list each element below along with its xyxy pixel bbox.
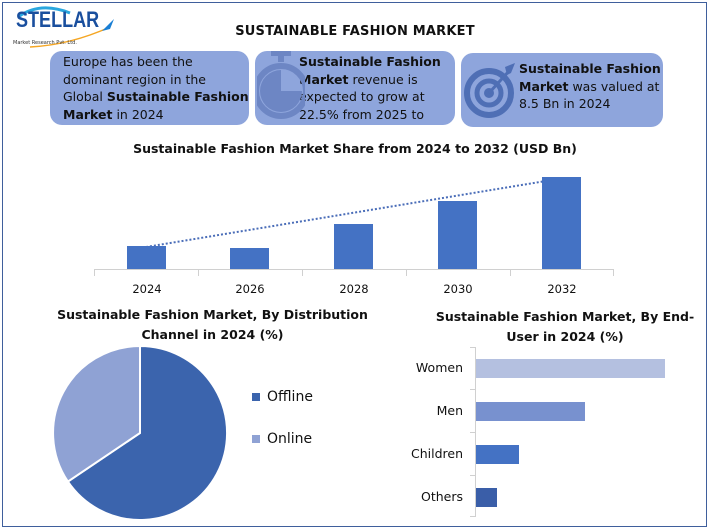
y-label: Others [420,489,463,504]
target-icon [464,63,515,118]
x-label: 2028 [339,282,369,296]
x-label: 2032 [547,282,577,296]
y-tick [470,432,476,433]
bar-2030 [438,201,477,269]
info-box-region: Europe has been the dominant region in t… [50,51,249,125]
info-text-bold: Sustainable Fashion Market [63,89,249,122]
bar-chart-title: Sustainable Fashion Market Share from 20… [133,141,577,156]
logo-wordmark: STELLAR [16,7,100,32]
x-tick [94,270,95,276]
x-label: 2026 [235,282,265,296]
legend-swatch-icon [252,435,260,443]
hbar-women [476,359,665,378]
legend-label: Online [267,431,313,447]
stellar-logo: STELLAR Market Research Pvt. Ltd. [10,5,120,50]
pie-slice-offline [66,345,229,521]
bar-chart [94,165,614,276]
bar-2028 [334,224,373,269]
y-tick [470,347,476,348]
hbar-men [476,402,585,421]
hbar-children [476,445,519,464]
page-title: SUSTAINABLE FASHION MARKET [235,24,475,39]
y-label: Men [436,403,463,418]
x-tick [613,270,614,276]
x-label: 2030 [443,282,473,296]
bar-2024 [127,246,166,269]
y-label: Women [415,360,463,375]
info-text-post: revenue is expected to grow at 22.5% fro… [299,71,425,126]
y-tick [470,516,476,517]
pie-slice-online [52,345,141,483]
trendline [145,177,565,248]
pie-chart [52,345,229,521]
info-box-growth: Sustainable Fashion Market revenue is ex… [255,51,455,125]
hbar-chart-title: Sustainable Fashion Market, By End-User … [435,309,695,344]
x-tick [510,270,511,276]
legend-swatch-icon [252,393,260,401]
x-label: 2024 [132,282,162,296]
x-tick [406,270,407,276]
info-text-bold: Sustainable Fashion Market [299,54,441,87]
info-text-post: was valued at 8.5 Bn in 2024 [519,78,660,112]
info-text-pre: Europe has been the dominant region in t… [63,54,206,104]
x-tick [302,270,303,276]
x-axis [94,269,614,270]
logo-swoosh-icon [17,6,114,48]
x-tick [198,270,199,276]
legend-label: Offline [267,389,313,405]
pie-chart-title: Sustainable Fashion Market, By Distribut… [57,307,368,342]
legend-item-offline: Offline [252,389,313,405]
bar-2026 [230,248,269,269]
logo-subtitle: Market Research Pvt. Ltd. [13,40,77,46]
legend-item-online: Online [252,431,312,447]
y-tick [470,389,476,390]
info-box-valuation: Sustainable Fashion Market was valued at… [461,53,663,127]
hbar-others [476,488,497,507]
y-tick [470,475,476,476]
info-text-post: in 2024 [112,106,164,122]
stopwatch-icon [257,51,305,119]
bar-2032 [542,177,581,269]
info-text-bold: Sustainable Fashion Market [519,61,661,94]
y-label: Children [410,446,463,461]
